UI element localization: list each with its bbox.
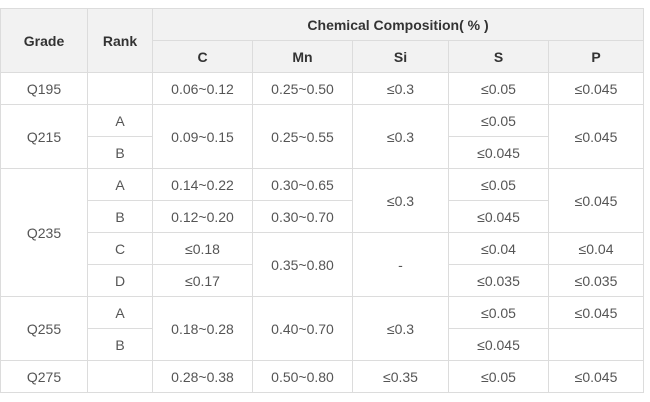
table-row: B 0.12~0.20 0.30~0.70 ≤0.045 <box>1 200 644 233</box>
table-cell: 0.30~0.65 <box>252 168 353 201</box>
table-row: Q255 A 0.18~0.28 0.40~0.70 ≤0.3 ≤0.05 ≤0.045 <box>0 296 645 361</box>
table-cell: ≤0.045 <box>547 360 645 393</box>
header-cell: Grade <box>0 8 88 73</box>
table-cell: C <box>87 232 153 265</box>
composition-table: Grade Rank Chemical Composition( % ) C Mn Si… <box>0 8 645 393</box>
table-cell: A <box>87 168 153 201</box>
table-cell: 0.30~0.70 <box>252 200 353 233</box>
header-cell: Si <box>352 40 449 73</box>
table-cell: 0.50~0.80 <box>252 360 353 393</box>
table-cell <box>87 360 153 393</box>
table-cell: 0.09~0.15 <box>152 104 253 169</box>
table-row: D ≤0.17 ≤0.035 ≤0.035 <box>1 264 645 297</box>
table-cell: ≤0.04 <box>547 232 645 265</box>
table-cell: ≤0.05 <box>448 72 549 105</box>
table-cell: 0.25~0.55 <box>252 104 353 169</box>
table-cell: 0.40~0.70 <box>252 296 353 361</box>
table-row: Q215 A 0.09~0.15 0.25~0.55 ≤0.3 ≤0.05 ≤0.045 <box>0 104 645 169</box>
table-cell: 0.25~0.50 <box>252 72 353 105</box>
table-row: Grade Rank Chemical Composition( % ) <box>0 8 645 73</box>
table-cell: 0.18~0.28 <box>152 296 253 361</box>
composition-table-wrap: Grade Rank Chemical Composition( % ) C Mn Si… <box>0 8 645 393</box>
table-cell: 0.12~0.20 <box>152 200 253 233</box>
table-cell: 0.06~0.12 <box>152 72 253 105</box>
table-cell: 0.35~0.80 <box>252 232 353 297</box>
table-cell: ≤0.05 <box>448 360 549 393</box>
table-row: Q275 0.28~0.38 0.50~0.80 ≤0.35 ≤0.05 ≤0.045 <box>0 360 645 393</box>
table-cell: ≤0.045 <box>448 136 549 169</box>
table-row: C ≤0.18 0.35~0.80- ≤0.04 ≤0.04 <box>1 232 645 297</box>
header-cell: Rank <box>87 8 153 73</box>
table-cell: ≤0.3 <box>352 296 449 361</box>
table-row: Q235 A 0.14~0.22 0.30~0.65 ≤0.3 ≤0.05 ≤0.045 <box>0 168 645 297</box>
table-cell <box>87 72 153 105</box>
table-row: B ≤0.045 <box>1 328 645 361</box>
table-cell: Q275 <box>0 360 88 393</box>
table-cell: ≤0.045 <box>547 72 645 105</box>
table-cell: ≤0.35 <box>352 360 449 393</box>
table-cell: D <box>87 264 153 297</box>
table-cell: ≤0.04 <box>448 232 549 265</box>
table-cell: ≤0.3 <box>352 168 449 233</box>
header-cell: Chemical Composition( % ) <box>151 8 645 41</box>
table-cell: ≤0.05 <box>448 104 549 137</box>
table-cell: ≤0.18 <box>152 232 253 265</box>
table-row: Q195 0.06~0.12 0.25~0.50 ≤0.3 ≤0.05 ≤0.045 <box>0 72 645 105</box>
table-row: C Mn Si S P <box>1 40 645 73</box>
table-cell: ≤0.3 <box>352 72 449 105</box>
table-cell: ≤0.045 <box>547 104 645 169</box>
table-cell: Q195 <box>0 72 88 105</box>
table-cell <box>547 328 645 361</box>
table-cell: ≤0.035 <box>547 264 645 297</box>
table-cell: ≤0.045 <box>547 168 645 233</box>
header-cell: S <box>448 40 549 73</box>
table-cell: B <box>87 136 153 169</box>
table-cell: A <box>87 296 153 329</box>
header-cell: C <box>152 40 253 73</box>
table-cell: ≤0.17 <box>152 264 253 297</box>
table-cell: ≤0.05 <box>448 296 549 329</box>
header-cell: Mn <box>252 40 353 73</box>
table-cell: ≤0.045 <box>448 328 549 361</box>
table-cell: Q255 <box>0 296 88 361</box>
table-cell: Q235 <box>0 168 88 297</box>
table-cell: Q215 <box>0 104 88 169</box>
table-cell: B <box>87 328 153 361</box>
table-cell: ≤0.045 <box>547 296 645 329</box>
table-cell: ≤0.3 <box>352 104 449 169</box>
header-cell: P <box>547 40 645 73</box>
table-cell: ≤0.035 <box>448 264 549 297</box>
table-cell: ≤0.05 <box>448 168 549 201</box>
table-cell: A <box>87 104 153 137</box>
table-cell: B <box>87 200 153 233</box>
table-cell: 0.14~0.22 <box>152 168 253 201</box>
table-row: B ≤0.045 <box>1 136 644 169</box>
table-cell: 0.28~0.38 <box>152 360 253 393</box>
table-cell: - <box>352 232 449 297</box>
table-cell: ≤0.045 <box>448 200 549 233</box>
